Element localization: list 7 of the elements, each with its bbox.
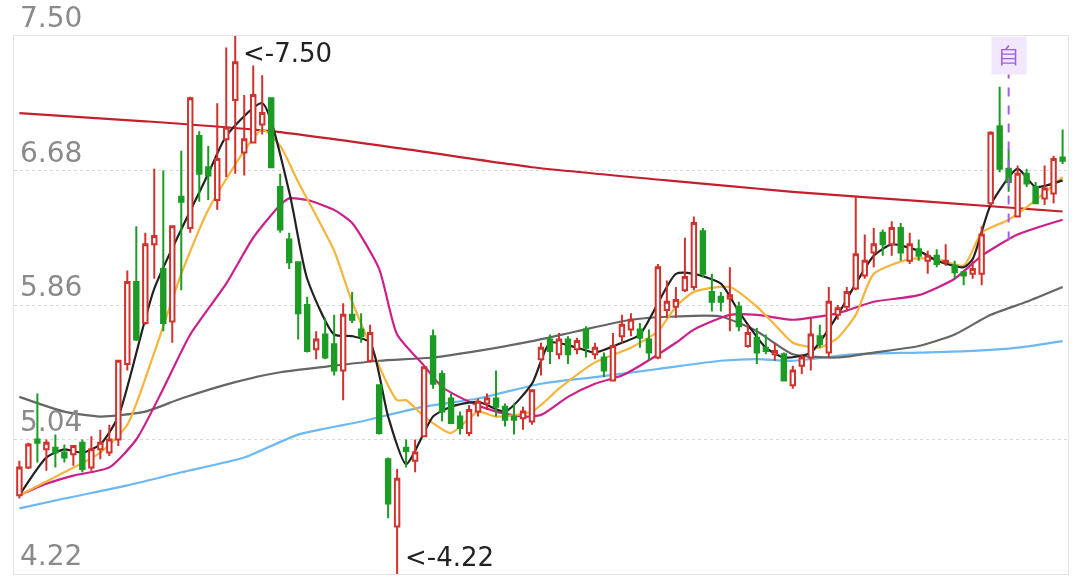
annotation: 自 [998,43,1020,68]
y-tick-label: 6.68 [20,136,83,169]
annotation: <-4.22 [405,542,495,572]
y-tick-label: 7.50 [20,1,83,34]
y-tick-label: 5.86 [20,270,83,303]
y-tick-label: 4.22 [20,539,83,572]
annotation: <-7.50 [243,38,333,68]
